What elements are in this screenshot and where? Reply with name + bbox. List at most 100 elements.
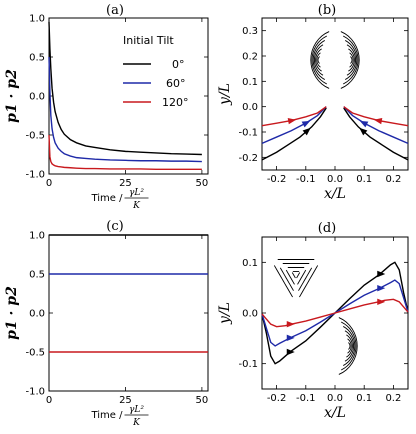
p1-ytick-label-3: 0.0 <box>242 102 258 113</box>
defect-inset-d-line <box>344 330 355 362</box>
defect-left-inset-b <box>310 31 330 89</box>
p0-series-0 <box>48 21 202 156</box>
defect-inset-d <box>338 317 358 375</box>
p1-series-3 <box>343 107 409 161</box>
p1-arrow-2 <box>287 117 297 125</box>
p1-xtick-label-3: 0.1 <box>356 174 372 185</box>
p0-ylabel: p1 · p2 <box>4 69 20 123</box>
p3-arrow-1 <box>286 334 295 342</box>
p0-xtick-label-0: 0 <box>46 178 52 189</box>
p3-arrow-4 <box>377 284 386 292</box>
p3-arrow-2 <box>286 320 295 328</box>
p1-ytick-label-5: -0.2 <box>238 153 258 164</box>
p0-xlabel: Time / <box>90 193 123 204</box>
defect-right-inset-b-line <box>348 48 355 72</box>
defect-left-inset-b-line <box>312 40 325 80</box>
panel-a: 0 25 50 1.0 0.5 0.0 -0.5 -1.0 Time / γL² Kp1 · p2 <box>4 14 209 211</box>
p3-xtick-label-1: -0.1 <box>296 393 316 404</box>
defect-right-inset-b-line <box>342 35 359 85</box>
p3-ytick-label-0: 0.1 <box>242 258 258 269</box>
p3-xtick-label-0: -0.2 <box>267 393 287 404</box>
defect-right-inset-b <box>340 31 360 89</box>
p1-ytick-label-2: 0.1 <box>242 77 258 88</box>
p3-arrow-5 <box>377 298 386 306</box>
p1-arrow-5 <box>373 117 383 125</box>
p1-arrow-1 <box>301 120 311 128</box>
p0-xtick-label-2: 50 <box>196 178 209 189</box>
trefoil-line <box>299 265 319 298</box>
p1-ytick-label-4: -0.1 <box>238 128 258 139</box>
p0-xtick-label-1: 25 <box>119 178 132 189</box>
p0-xlabel-den: K <box>132 201 141 211</box>
p3-ytick-label-2: -0.1 <box>238 359 258 370</box>
p0-ytick-label-2: 0.0 <box>29 92 45 103</box>
p2-xlabel-den: K <box>132 418 141 428</box>
p0-ytick-label-1: 0.5 <box>29 53 45 64</box>
p0-ytick-label-4: -1.0 <box>25 170 45 181</box>
defect-right-inset-b-line <box>349 52 354 68</box>
p0-ytick-label-0: 1.0 <box>29 14 45 25</box>
p1-series-0 <box>261 107 327 161</box>
p0-series-2 <box>48 134 202 171</box>
panel-title-a: (a) <box>106 3 124 18</box>
defect-inset-d-line <box>348 342 351 350</box>
p2-ytick-label-4: -1.0 <box>25 387 45 398</box>
p2-ytick-label-2: 0.0 <box>29 309 45 320</box>
trefoil-line <box>298 267 313 291</box>
p2-ylabel: p1 · p2 <box>4 286 20 340</box>
p1-arrow-3 <box>359 127 368 136</box>
defect-inset-d-line <box>338 317 358 375</box>
trefoil-line <box>291 272 296 279</box>
legend-label-1: 60° <box>166 77 186 90</box>
p1-series-5 <box>343 106 409 127</box>
plot-frame <box>48 234 209 392</box>
panel-d: -0.2 -0.1 0.0 0.1 0.2 0.1 0.0 -0.1 x/L y/L <box>217 236 409 421</box>
trefoil-line <box>296 272 301 279</box>
p1-ytick-label-1: 0.2 <box>242 52 258 63</box>
p2-xtick-label-0: 0 <box>46 395 52 406</box>
p1-arrow-4 <box>359 120 369 128</box>
p1-arrow-0 <box>302 127 311 136</box>
legend-title: Initial Tilt <box>123 34 174 47</box>
p0-xlabel-num: γL² <box>129 188 144 198</box>
defect-right-inset-b-line <box>340 31 360 89</box>
p1-xtick-label-1: -0.1 <box>296 174 316 185</box>
p3-arrow-3 <box>377 270 386 278</box>
defect-right-inset-b-line <box>350 56 353 64</box>
panel-title-c: (c) <box>106 219 123 234</box>
defect-left-inset-b-line <box>311 35 328 85</box>
p1-series-2 <box>261 106 327 127</box>
p3-series-2 <box>261 298 409 328</box>
p3-xlabel: x/L <box>324 405 346 421</box>
p2-xtick-label-2: 50 <box>196 395 209 406</box>
director-field-insets <box>273 31 360 375</box>
defect-left-inset-b-line <box>315 48 322 72</box>
p1-series-1 <box>261 106 327 145</box>
p1-xtick-label-2: 0.0 <box>327 174 343 185</box>
trefoil-defect-inset-d <box>273 259 319 298</box>
p0-series-1 <box>48 56 202 163</box>
defect-inset-d-line <box>340 321 357 371</box>
p1-xtick-label-0: -0.2 <box>267 174 287 185</box>
p1-xlabel: x/L <box>324 186 346 202</box>
panel-b: -0.2 -0.1 0.0 0.1 0.2 0.3 0.2 0.1 0.0 -0.1 -0.2 x/L… <box>217 17 409 202</box>
defect-left-inset-b-line <box>316 52 321 68</box>
legend: Initial Tilt 0° 60° 120° <box>123 34 189 109</box>
p2-ytick-label-0: 1.0 <box>29 231 45 242</box>
trefoil-line <box>273 265 293 298</box>
p0-ytick-label-3: -0.5 <box>25 131 45 142</box>
p1-ylabel: y/L <box>217 83 233 106</box>
trefoil-line <box>279 267 294 291</box>
p2-xtick-label-1: 25 <box>119 395 132 406</box>
trefoil-line <box>297 269 307 285</box>
p3-ylabel: y/L <box>217 302 233 325</box>
p2-xlabel-num: γL² <box>129 405 144 415</box>
p2-ytick-label-3: -0.5 <box>25 348 45 359</box>
trefoil-line <box>285 269 295 285</box>
defect-right-inset-b-line <box>346 44 357 76</box>
defect-left-inset-b-line <box>313 44 324 76</box>
panel-title-d: (d) <box>318 221 336 236</box>
p3-xtick-label-4: 0.2 <box>385 393 401 404</box>
defect-inset-d-line <box>343 326 356 366</box>
